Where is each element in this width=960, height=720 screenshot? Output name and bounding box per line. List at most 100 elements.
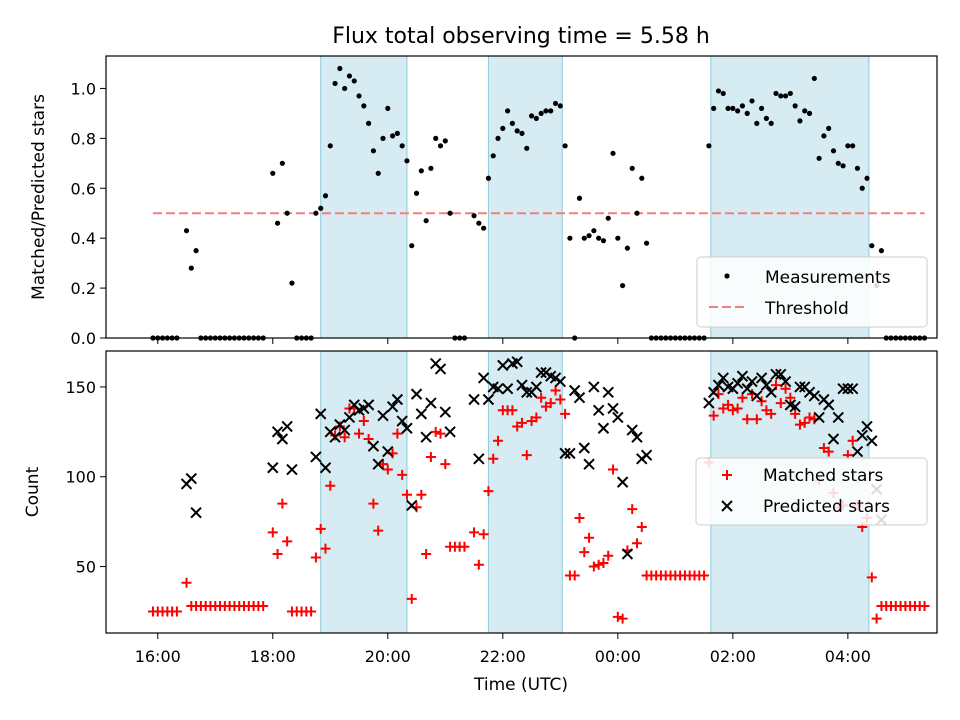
predicted-stars-point [703, 397, 715, 409]
measurement-point [715, 88, 722, 94]
measurement-point [471, 213, 477, 219]
matched-stars-point [732, 403, 743, 414]
predicted-stars-point [406, 499, 418, 512]
measurement-point [538, 110, 544, 116]
x-tick-label: 00:00 [595, 647, 641, 666]
matched-stars-point [473, 559, 484, 570]
matched-stars-point [325, 480, 336, 491]
measurement-point [399, 143, 405, 149]
predicted-stars-point [185, 472, 198, 485]
measurement-point [380, 135, 386, 141]
predicted-stars-point [640, 449, 653, 461]
matched-stars-point [507, 405, 518, 416]
measurement-point [433, 135, 439, 141]
matched-stars-point [612, 611, 623, 622]
measurement-point [543, 108, 549, 114]
predicted-stars-point [775, 368, 787, 381]
x-tick-label: 16:00 [135, 647, 181, 666]
matched-stars-point [435, 428, 446, 439]
matched-stars-point [584, 532, 595, 543]
measurement-point [787, 90, 793, 97]
measurement-point [615, 235, 621, 241]
predicted-stars-point [521, 386, 533, 399]
measurement-point [639, 175, 645, 181]
predicted-stars-point [420, 431, 432, 443]
predicted-stars-point [482, 393, 495, 406]
matched-stars-point [699, 570, 710, 581]
x-tick-label: 02:00 [710, 647, 756, 666]
measurement-point [850, 143, 856, 149]
measurement-point [811, 75, 817, 82]
measurement-point [447, 210, 453, 216]
matched-stars-point [406, 593, 417, 604]
matched-stars-point [780, 383, 791, 394]
predicted-stars-point [276, 433, 289, 445]
predicted-stars-point [401, 422, 413, 434]
matched-stars-point [282, 536, 293, 547]
measurement-point [337, 65, 343, 72]
matched-stars-point [574, 513, 585, 524]
measurement-point [624, 245, 631, 251]
predicted-stars-point [770, 368, 782, 381]
matched-stars-point [516, 417, 527, 428]
y-tick-label: 0.8 [71, 129, 96, 148]
measurement-point [342, 85, 348, 92]
predicted-stars-point [473, 453, 485, 465]
predicted-stars-point [516, 379, 528, 391]
matched-stars-point [560, 408, 571, 419]
matched-stars-point [320, 543, 331, 554]
predicted-stars-point [712, 379, 725, 391]
matched-stars-point [315, 523, 326, 534]
matched-stars-point [459, 541, 470, 552]
predicted-stars-point [310, 451, 322, 463]
measurement-point [782, 93, 789, 99]
matched-stars-point [416, 489, 427, 500]
predicted-stars-point [607, 402, 619, 415]
shaded-interval [320, 55, 408, 339]
predicted-stars-point [832, 411, 844, 424]
y-tick-label: 0.6 [71, 179, 96, 198]
measurement-point [806, 110, 813, 116]
predicted-stars-point [626, 424, 638, 436]
predicted-stars-point [535, 366, 547, 379]
predicted-stars-point [434, 363, 447, 375]
matched-stars-point [785, 392, 796, 403]
axes-frame [105, 350, 938, 634]
predicted-stars-point [741, 383, 753, 395]
chart-title: Flux total observing time = 5.58 h [332, 24, 710, 49]
predicted-stars-point [559, 447, 571, 460]
matched-stars-point [545, 398, 556, 409]
measurement-point [600, 238, 607, 244]
predicted-stars-point [425, 397, 437, 409]
predicted-stars-point [329, 431, 341, 443]
predicted-stars-point [808, 390, 821, 402]
matched-stars-point [478, 529, 489, 540]
measurement-point [859, 185, 865, 191]
matched-stars-point [751, 414, 762, 425]
predicted-stars-point [827, 433, 840, 445]
measurement-point [428, 165, 434, 171]
measurement-point [524, 145, 530, 151]
measurement-point [533, 115, 539, 121]
matched-stars-point [866, 572, 877, 583]
matched-stars-point [521, 450, 532, 461]
measurement-point [758, 105, 765, 112]
x-axis-label: Time (UTC) [473, 675, 568, 695]
matched-stars-point [425, 451, 436, 462]
predicted-stars-point [578, 442, 590, 454]
predicted-stars-point [631, 431, 643, 443]
legend-box [696, 256, 928, 328]
measurement-point [279, 160, 285, 166]
measurement-point [869, 243, 875, 249]
predicted-stars-point [856, 429, 868, 442]
matched-stars-point [775, 398, 786, 409]
measurement-point [854, 165, 861, 171]
predicted-stars-point [415, 408, 428, 420]
measurement-point [346, 73, 353, 79]
measurement-point [351, 78, 357, 84]
measurement-point [706, 143, 712, 149]
predicted-stars-point [597, 422, 610, 434]
measurement-point [802, 108, 808, 114]
measurement-point [763, 115, 769, 121]
